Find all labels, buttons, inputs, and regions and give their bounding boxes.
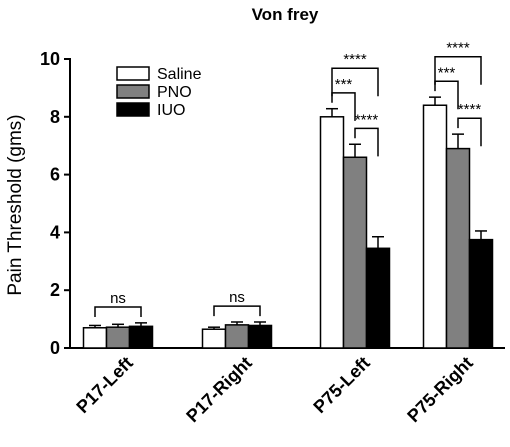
significance-bracket	[331, 67, 379, 97]
bar-pno	[105, 326, 131, 349]
bar-saline	[201, 328, 227, 349]
y-tick-label: 10	[40, 49, 60, 69]
bar-iuo	[128, 325, 154, 349]
category-label: P17-Left	[72, 353, 136, 417]
chart-title: Von frey	[252, 5, 319, 24]
bar-iuo	[468, 238, 494, 349]
category-label: P75-Right	[403, 353, 477, 427]
significance-label: ***	[335, 76, 353, 93]
bar-pno	[445, 147, 471, 349]
significance-bracket	[354, 127, 379, 157]
category-label: P75-Left	[309, 353, 373, 417]
legend-swatch-pno	[116, 84, 150, 99]
significance-bracket	[213, 305, 261, 317]
significance-label: ****	[355, 111, 379, 128]
y-ticks: 0 2 4 6 8 10	[40, 49, 70, 358]
significance-bracket	[331, 92, 356, 121]
significance-label: ****	[458, 101, 482, 118]
y-axis-label: Pain Threshold (gms)	[5, 114, 26, 295]
significance-label: ****	[343, 51, 367, 68]
y-tick-label: 8	[50, 107, 60, 127]
legend-label: IUO	[157, 102, 185, 119]
legend-swatch-saline	[116, 66, 150, 81]
significance-bracket	[434, 55, 482, 85]
bar-saline	[422, 104, 448, 349]
y-tick-label: 0	[50, 338, 60, 358]
significance-label: ***	[438, 64, 456, 81]
significance-bracket	[457, 117, 482, 147]
bar-pno	[224, 324, 250, 349]
significance-label: ns	[229, 289, 245, 306]
category-label: P17-Right	[182, 353, 256, 427]
y-tick-label: 2	[50, 280, 60, 300]
bar-iuo	[247, 324, 273, 349]
significance-label: ns	[110, 290, 126, 307]
significance-bracket	[434, 80, 459, 110]
bars	[82, 96, 494, 349]
significance-brackets: ns ns**********************	[94, 40, 482, 317]
bar-pno	[342, 156, 368, 349]
legend-swatch-iuo	[116, 102, 150, 117]
bar-saline	[82, 327, 108, 349]
significance-bracket	[94, 306, 142, 317]
y-tick-label: 6	[50, 165, 60, 185]
bar-iuo	[365, 247, 391, 349]
y-tick-label: 4	[50, 222, 60, 242]
significance-label: ****	[446, 40, 470, 57]
legend-label: Saline	[157, 66, 202, 83]
bar-saline	[319, 116, 345, 349]
legend-label: PNO	[157, 84, 192, 101]
category-labels: P17-Left P17-Right P75-Left P75-Right	[72, 353, 476, 427]
